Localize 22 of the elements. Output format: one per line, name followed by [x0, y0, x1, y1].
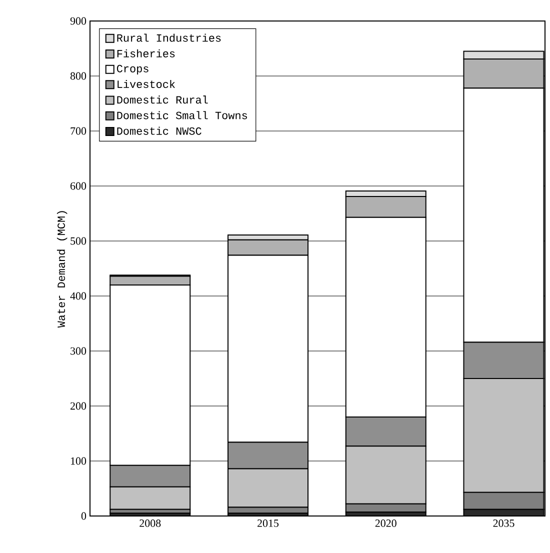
- legend-label: Livestock: [118, 80, 175, 88]
- y-tick-label: 900: [70, 17, 86, 25]
- y-tick-label: 500: [70, 237, 86, 245]
- legend-label: Domestic Rural: [117, 96, 208, 104]
- legend-label: Domestic NWSC: [117, 126, 202, 135]
- legend-label: Crops: [116, 64, 148, 75]
- y-tick-label: 100: [71, 457, 86, 465]
- y-axis-title: Water Demand (MCM): [56, 211, 68, 328]
- legend-label: Domestic Small Towns: [117, 111, 247, 120]
- y-tick-label: 400: [70, 292, 86, 300]
- x-tick-label: 2015: [258, 520, 279, 527]
- y-tick-label: 200: [70, 402, 86, 410]
- x-tick-label: 2008: [140, 520, 161, 527]
- legend-label: Rural Industries: [117, 34, 221, 42]
- x-tick-label: 2035: [493, 520, 514, 527]
- y-tick-label: 700: [70, 127, 86, 135]
- legend-label: Fisheries: [117, 49, 175, 58]
- y-tick-label: 600: [70, 182, 86, 190]
- y-tick-label: 300: [70, 347, 86, 355]
- y-tick-label: 0: [81, 512, 86, 520]
- y-tick-label: 800: [70, 72, 86, 80]
- x-tick-label: 2020: [375, 520, 396, 527]
